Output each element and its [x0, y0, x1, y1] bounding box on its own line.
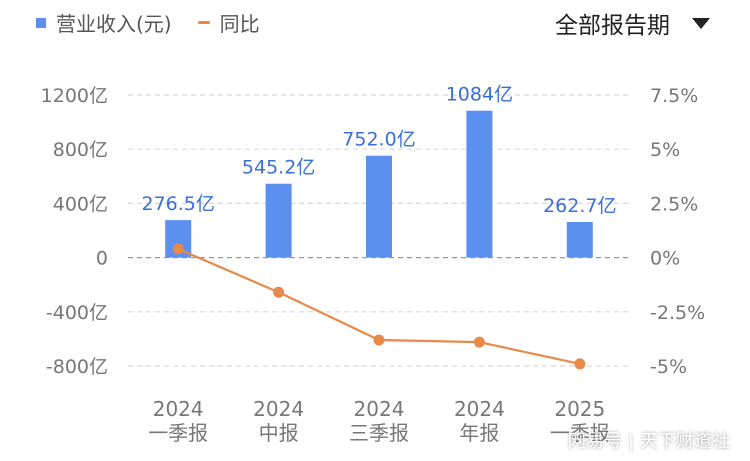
yoy-point — [172, 243, 184, 255]
y-left-tick-label: 0 — [96, 248, 108, 270]
period-selector-label: 全部报告期 — [555, 13, 670, 39]
y-left-tick-label: 400亿 — [53, 193, 108, 215]
x-tick-label-year: 2024 — [253, 397, 304, 421]
y-left-tick-label: -400亿 — [46, 302, 108, 324]
y-right-tick-label: 0% — [650, 248, 680, 270]
x-tick-label-period: 一季报 — [148, 421, 208, 445]
y-right-tick-label: 2.5% — [650, 193, 698, 215]
x-tick-label-period: 年报 — [459, 421, 499, 445]
yoy-point — [473, 336, 485, 348]
revenue-data-label: 262.7亿 — [543, 195, 616, 217]
legend-revenue-label: 营业收入(元) — [56, 12, 172, 36]
legend-line-swatch — [197, 21, 210, 24]
legend-bar-swatch — [36, 17, 46, 28]
revenue-bar — [466, 110, 493, 258]
y-right-tick-label: 5% — [650, 139, 680, 161]
revenue-data-label: 545.2亿 — [242, 157, 315, 179]
x-tick-label-year: 2024 — [454, 397, 505, 421]
yoy-point — [373, 334, 385, 346]
x-tick-label-year: 2024 — [354, 397, 405, 421]
legend-yoy-label: 同比 — [219, 12, 260, 36]
revenue-bar — [265, 183, 292, 258]
y-left-tick-label: 800亿 — [53, 139, 108, 161]
watermark-brand: 网易号 — [567, 431, 622, 452]
revenue-data-label: 752.0亿 — [342, 129, 415, 151]
yoy-point — [273, 286, 285, 298]
y-left-tick-label: 1200亿 — [41, 85, 108, 107]
watermark-source: 天下财道社 — [640, 431, 730, 452]
legend-item-yoy[interactable]: 同比 — [197, 8, 260, 37]
revenue-bar — [566, 222, 593, 258]
x-tick-label-year: 2025 — [554, 397, 605, 421]
yoy-line — [177, 247, 581, 365]
revenue-data-label: 1084亿 — [446, 84, 513, 106]
y-right-tick-label: 7.5% — [650, 85, 698, 107]
y-left-tick-label: -800亿 — [46, 356, 108, 378]
revenue-data-label: 276.5亿 — [141, 193, 214, 215]
x-tick-label-year: 2024 — [153, 397, 204, 421]
watermark: 网易号 | 天下财道社 — [567, 431, 730, 452]
x-tick-label-period: 中报 — [259, 421, 299, 445]
period-selector[interactable]: 全部报告期 — [555, 6, 710, 40]
legend-item-revenue[interactable]: 营业收入(元) — [36, 8, 172, 37]
chart-legend: 营业收入(元) 同比 — [36, 8, 286, 37]
y-right-tick-label: -5% — [650, 356, 687, 378]
x-tick-label-period: 一季报 — [550, 421, 610, 445]
yoy-point — [574, 358, 586, 370]
y-right-tick-label: -2.5% — [650, 302, 705, 324]
revenue-bar — [366, 155, 392, 258]
dropdown-triangle-icon — [692, 17, 710, 29]
x-tick-label-period: 三季报 — [349, 421, 409, 445]
